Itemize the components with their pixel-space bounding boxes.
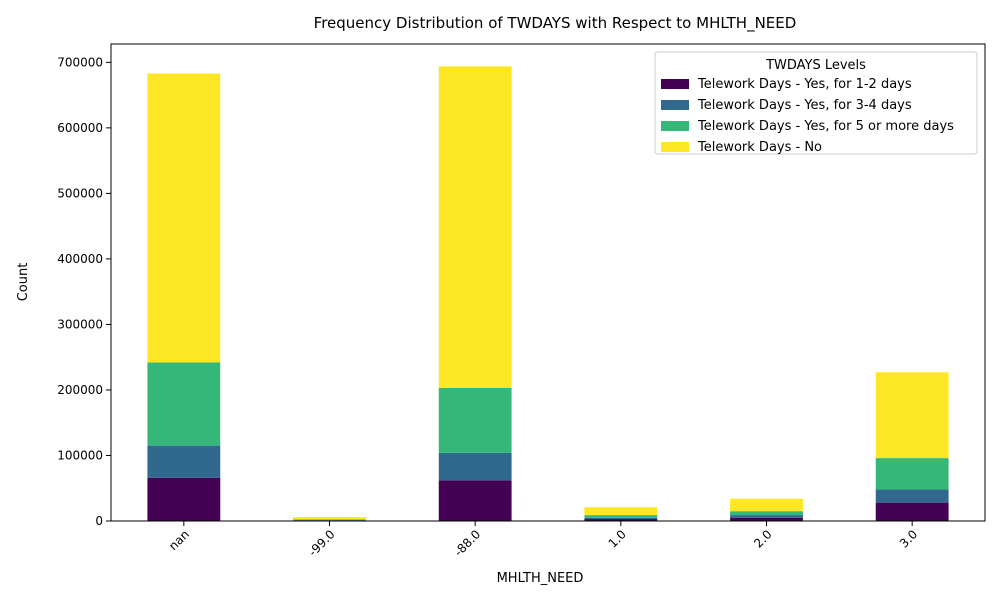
legend-title: TWDAYS Levels — [765, 58, 866, 73]
bar-segment-4-cat-3 — [439, 66, 512, 388]
x-tick-label: -88.0 — [451, 527, 483, 559]
x-axis-label: MHLTH_NEED — [497, 571, 584, 586]
y-tick-label: 100000 — [57, 448, 103, 462]
bar-segment-2-cat-4 — [584, 518, 657, 519]
y-axis: 0 100000 200000 300000 400000 500000 600000 700… — [57, 55, 111, 528]
y-tick-label: 300000 — [57, 317, 103, 331]
legend-swatch-2 — [661, 100, 689, 110]
bar-segment-4-cat-6 — [876, 372, 949, 458]
bar-segment-2-cat-1 — [147, 446, 220, 478]
x-axis: nan -99.0 -88.0 1.0 2.0 3.0 — [166, 521, 920, 559]
y-tick-label: 400000 — [57, 252, 103, 266]
y-tick-label: 500000 — [57, 186, 103, 200]
bar-segment-4-cat-4 — [584, 507, 657, 515]
legend: TWDAYS Levels Telework Days - Yes, for 1-… — [655, 52, 977, 155]
bar-segment-3-cat-1 — [147, 362, 220, 445]
y-axis-label: Count — [16, 263, 31, 302]
x-tick-label: 2.0 — [751, 527, 774, 550]
x-tick-label: 1.0 — [606, 527, 629, 550]
bar-segment-2-cat-3 — [439, 453, 512, 481]
bar-segment-3-cat-6 — [876, 458, 949, 489]
bar-segment-3-cat-3 — [439, 388, 512, 453]
chart-title: Frequency Distribution of TWDAYS with Re… — [314, 14, 797, 33]
x-tick-label: 3.0 — [897, 527, 920, 550]
bar-segment-1-cat-1 — [147, 478, 220, 521]
legend-label-1: Telework Days - Yes, for 1-2 days — [697, 77, 912, 92]
bar-segment-1-cat-3 — [439, 480, 512, 521]
bar-segment-4-cat-1 — [147, 73, 220, 362]
legend-swatch-3 — [661, 121, 689, 131]
legend-label-2: Telework Days - Yes, for 3-4 days — [697, 98, 912, 113]
y-tick-label: 700000 — [57, 55, 103, 69]
bar-segment-3-cat-5 — [730, 511, 803, 515]
legend-swatch-4 — [661, 142, 689, 152]
bar-segment-4-cat-2 — [293, 517, 366, 519]
x-tick-label: nan — [166, 527, 192, 553]
bar-segment-1-cat-6 — [876, 503, 949, 521]
bar-segment-3-cat-2 — [293, 519, 366, 520]
legend-label-4: Telework Days - No — [697, 140, 822, 155]
legend-label-3: Telework Days - Yes, for 5 or more days — [697, 119, 954, 134]
y-tick-label: 0 — [95, 514, 103, 528]
bar-segment-3-cat-4 — [584, 515, 657, 518]
y-tick-label: 200000 — [57, 383, 103, 397]
bar-segment-2-cat-5 — [730, 515, 803, 518]
y-tick-label: 600000 — [57, 121, 103, 135]
x-tick-label: -99.0 — [306, 527, 338, 559]
bar-segment-4-cat-5 — [730, 499, 803, 511]
bar-segment-2-cat-6 — [876, 490, 949, 503]
legend-swatch-1 — [661, 79, 689, 89]
